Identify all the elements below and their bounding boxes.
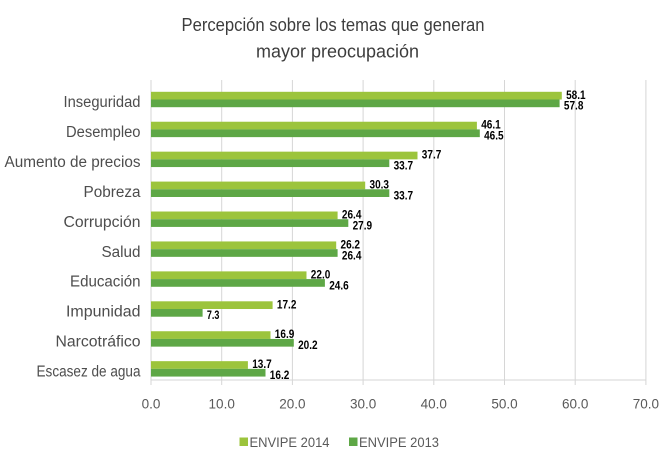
svg-text:13.7: 13.7 — [252, 357, 272, 371]
svg-text:ENVIPE 2013: ENVIPE 2013 — [359, 435, 439, 450]
svg-text:ENVIPE 2014: ENVIPE 2014 — [250, 435, 330, 450]
svg-text:30.3: 30.3 — [370, 178, 390, 192]
svg-text:Aumento de precios: Aumento de precios — [5, 154, 141, 171]
svg-text:57.8: 57.8 — [564, 99, 584, 113]
svg-text:46.5: 46.5 — [484, 129, 504, 143]
svg-text:37.7: 37.7 — [422, 148, 442, 162]
svg-text:10.0: 10.0 — [209, 397, 235, 412]
svg-text:Percepción sobre los temas que: Percepción sobre los temas que generan — [182, 15, 485, 35]
svg-text:Desempleo: Desempleo — [66, 124, 141, 141]
svg-text:Salud: Salud — [102, 244, 141, 261]
svg-text:33.7: 33.7 — [394, 189, 414, 203]
svg-text:30.0: 30.0 — [350, 397, 376, 412]
svg-text:33.7: 33.7 — [394, 159, 414, 173]
svg-text:60.0: 60.0 — [562, 397, 588, 412]
svg-text:mayor preocupación: mayor preocupación — [256, 42, 419, 62]
svg-text:58.1: 58.1 — [566, 88, 586, 102]
svg-text:Educación: Educación — [70, 274, 141, 291]
svg-text:20.0: 20.0 — [279, 397, 305, 412]
svg-text:Pobreza: Pobreza — [84, 184, 141, 201]
svg-text:7.3: 7.3 — [207, 308, 220, 322]
svg-text:0.0: 0.0 — [142, 397, 161, 412]
svg-text:Corrupción: Corrupción — [64, 214, 141, 231]
svg-text:Impunidad: Impunidad — [66, 304, 141, 321]
svg-text:24.6: 24.6 — [329, 278, 349, 292]
svg-text:Escasez de agua: Escasez de agua — [37, 364, 141, 381]
svg-text:16.9: 16.9 — [275, 327, 295, 341]
svg-text:26.2: 26.2 — [341, 237, 361, 251]
svg-text:26.4: 26.4 — [342, 248, 362, 262]
svg-text:16.2: 16.2 — [270, 368, 290, 382]
svg-text:Inseguridad: Inseguridad — [64, 94, 141, 111]
svg-text:70.0: 70.0 — [633, 397, 659, 412]
svg-text:26.4: 26.4 — [342, 208, 362, 222]
svg-text:27.9: 27.9 — [353, 218, 373, 232]
svg-text:Narcotráfico: Narcotráfico — [56, 334, 141, 351]
svg-text:40.0: 40.0 — [421, 397, 447, 412]
svg-text:50.0: 50.0 — [491, 397, 517, 412]
svg-text:22.0: 22.0 — [311, 267, 331, 281]
svg-text:46.1: 46.1 — [481, 118, 501, 132]
svg-text:20.2: 20.2 — [298, 338, 318, 352]
svg-text:17.2: 17.2 — [277, 297, 297, 311]
